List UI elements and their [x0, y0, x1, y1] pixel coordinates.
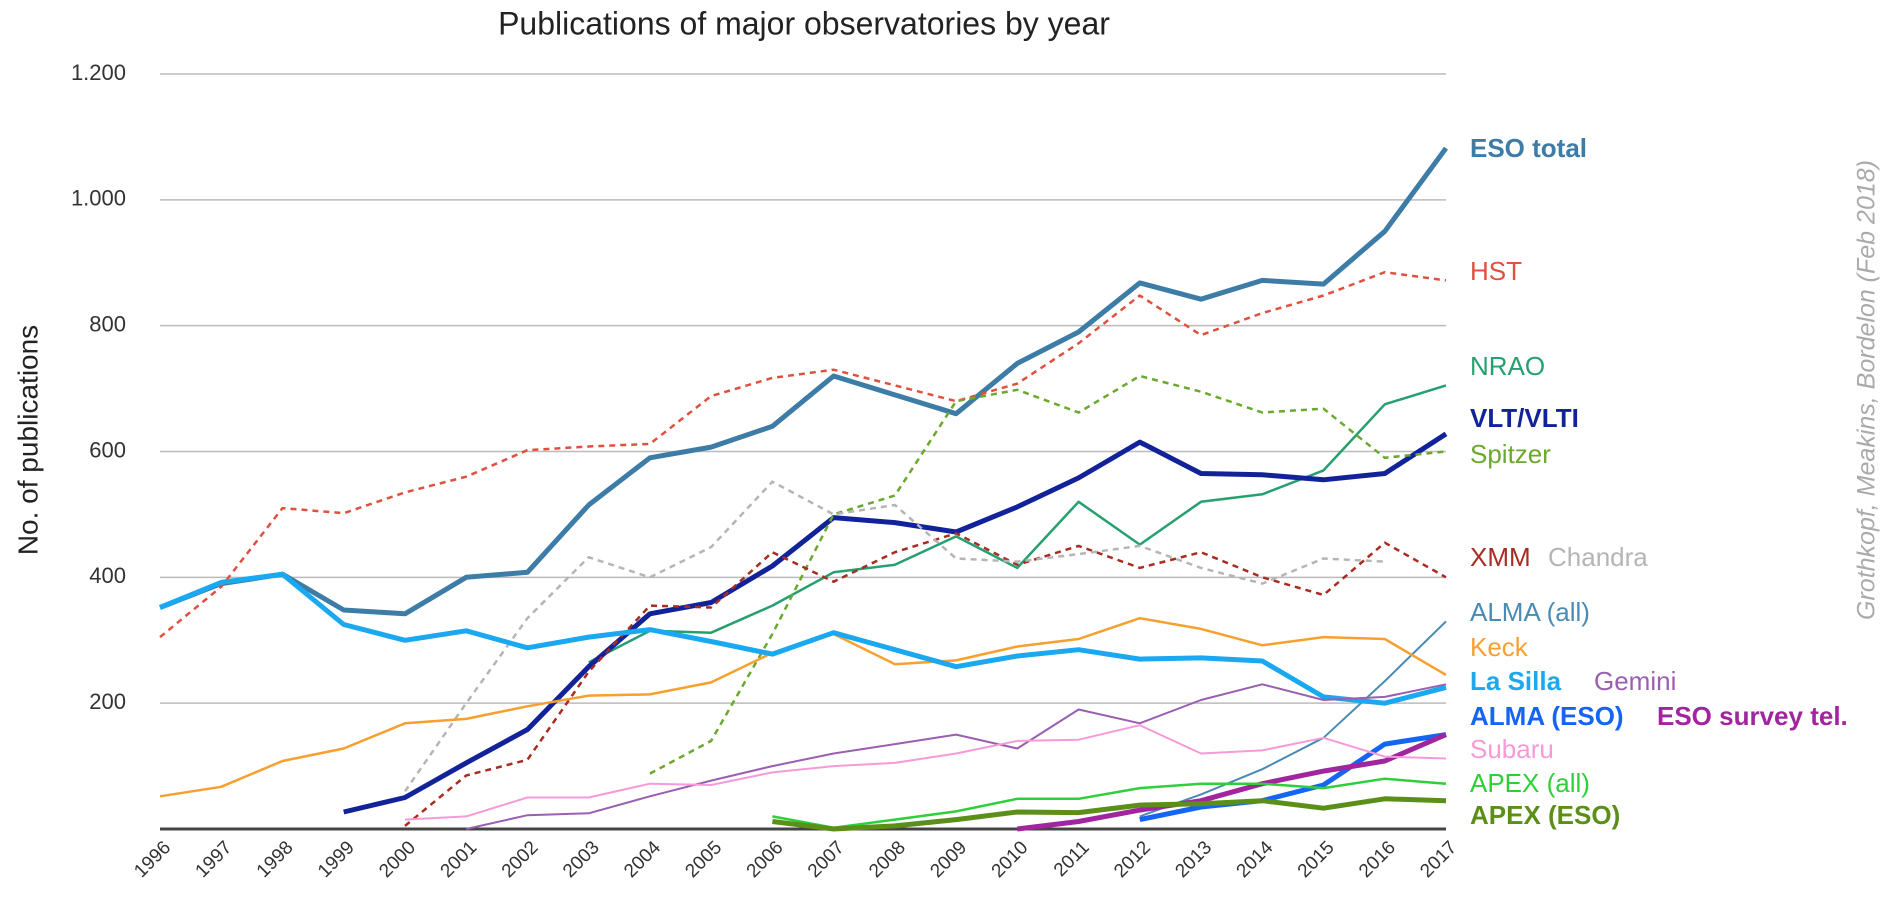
x-tick-label: 2005 — [681, 837, 726, 882]
x-tick-label: 2016 — [1355, 837, 1400, 882]
series-line — [772, 777, 1447, 829]
legend-label: VLT/VLTI — [1470, 403, 1579, 433]
legend-label: ESO total — [1470, 133, 1587, 163]
legend-label: ALMA (all) — [1470, 597, 1590, 627]
series-line — [649, 374, 1447, 775]
legend-label: ESO survey tel. — [1657, 701, 1848, 731]
series-line — [772, 796, 1447, 832]
legend-label: Gemini — [1594, 666, 1676, 696]
legend-label: ALMA (ESO) — [1470, 701, 1624, 731]
legend-label: Keck — [1470, 632, 1529, 662]
series-line — [159, 146, 1449, 617]
series-line — [403, 480, 1385, 793]
x-tick-label: 2009 — [926, 837, 971, 882]
series-line — [1016, 732, 1447, 832]
legend-label: HST — [1470, 256, 1522, 286]
legend-label: XMM — [1470, 542, 1531, 572]
series-line — [465, 683, 1447, 830]
x-tick-label: 2013 — [1171, 837, 1216, 882]
x-tick-label: 2003 — [559, 837, 604, 882]
x-tick-label: 1996 — [130, 837, 175, 882]
source-note: Grothkopf, Meakins, Bordelon (Feb 2018) — [1853, 160, 1881, 620]
y-axis-title: No. of publications — [12, 325, 43, 555]
y-tick-label: 600 — [89, 437, 126, 462]
legend-label: Spitzer — [1470, 439, 1551, 469]
x-tick-label: 2017 — [1416, 837, 1461, 882]
y-tick-label: 1.000 — [71, 186, 126, 211]
x-tick-label: 2008 — [865, 837, 910, 882]
legend-label: Chandra — [1548, 542, 1648, 572]
series-line — [343, 431, 1448, 815]
x-tick-label: 1997 — [192, 837, 237, 882]
x-tick-label: 2006 — [743, 837, 788, 882]
y-tick-label: 1.200 — [71, 60, 126, 85]
x-tick-label: 2002 — [498, 837, 543, 882]
series-line — [159, 270, 1447, 639]
x-tick-label: 2014 — [1233, 837, 1278, 882]
legend-label: La Silla — [1470, 666, 1562, 696]
y-tick-label: 400 — [89, 563, 126, 588]
y-tick-label: 200 — [89, 689, 126, 714]
series-line — [1139, 732, 1447, 823]
series-line — [404, 724, 1447, 821]
x-tick-label: 2007 — [804, 837, 849, 882]
x-tick-label: 1999 — [314, 837, 359, 882]
x-tick-label: 2011 — [1050, 837, 1094, 881]
legend-label: APEX (ESO) — [1470, 800, 1620, 830]
x-tick-label: 2000 — [375, 837, 420, 882]
y-tick-label: 800 — [89, 311, 126, 336]
series-line — [1139, 620, 1447, 818]
x-tick-label: 1998 — [253, 837, 298, 882]
legend-label: APEX (all) — [1470, 768, 1590, 798]
series-line — [404, 532, 1447, 827]
x-tick-label: 2010 — [988, 837, 1033, 882]
chart-title: Publications of major observatories by y… — [498, 5, 1110, 41]
series-line — [588, 384, 1447, 664]
x-tick-label: 2001 — [437, 837, 482, 882]
x-tick-label: 2004 — [620, 837, 665, 882]
legend-label: NRAO — [1470, 351, 1545, 381]
series-line — [159, 571, 1447, 706]
legend-label: Subaru — [1470, 734, 1554, 764]
x-tick-label: 2015 — [1294, 837, 1339, 882]
x-tick-label: 2012 — [1110, 837, 1155, 882]
